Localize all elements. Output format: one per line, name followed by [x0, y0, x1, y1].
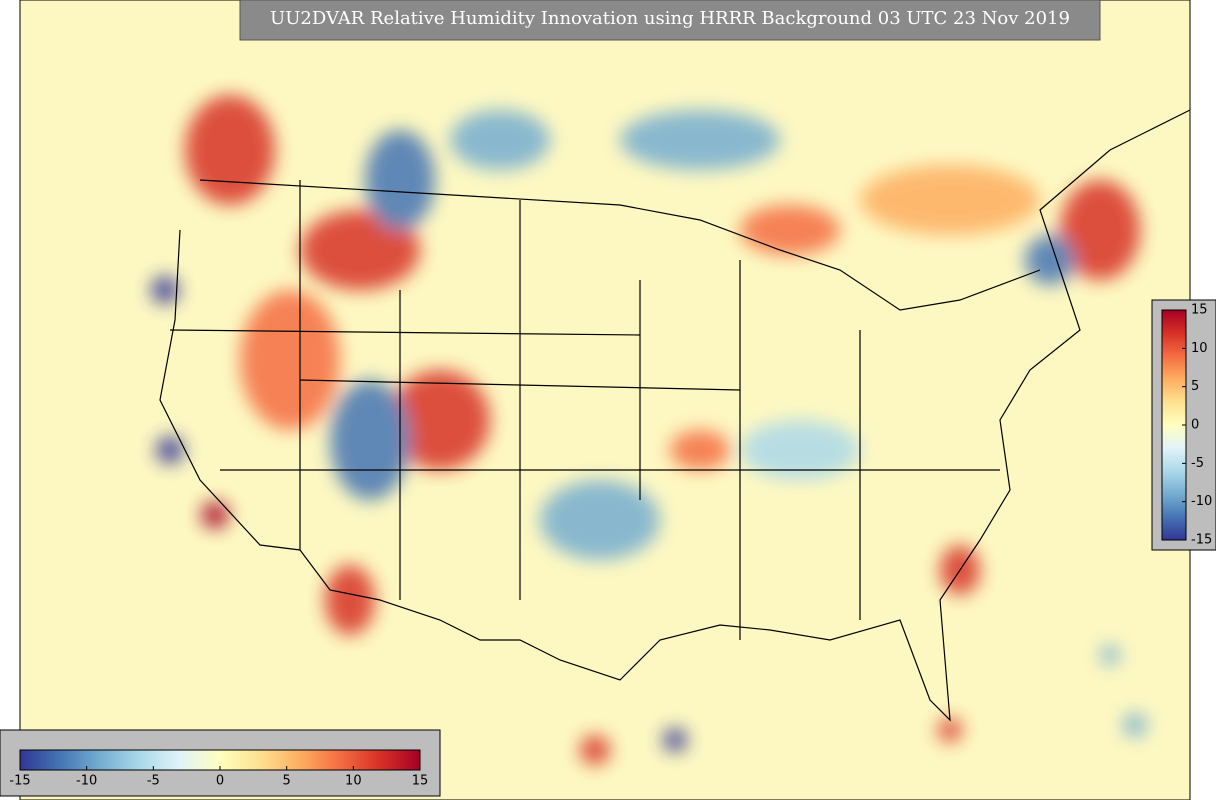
colorbar-tick-label: -15 [1191, 533, 1212, 548]
colorbar-tick-label: 0 [216, 774, 224, 789]
map-title: UU2DVAR Relative Humidity Innovation usi… [270, 8, 1070, 29]
colorbar-tick-label: -10 [1191, 494, 1212, 509]
colorbar-tick-label: 0 [1191, 418, 1199, 433]
colorbar-tick-label: 5 [283, 774, 291, 789]
colorbar-tick-label: -5 [1191, 456, 1204, 471]
boundaries [159, 109, 1190, 722]
colorbar-tick-label: 10 [1191, 341, 1208, 356]
colorbar-tick-label: 10 [345, 774, 362, 789]
colorbar-tick-label: 5 [1191, 379, 1199, 394]
colorbar-tick-label: -10 [76, 774, 97, 789]
colorbar-tick-label: 15 [412, 774, 429, 789]
humidity-field [151, 95, 1147, 765]
map-field [20, 0, 1190, 800]
colorbar-tick-label: 15 [1191, 303, 1208, 318]
colorbar-tick-label: -5 [147, 774, 160, 789]
colorbar-tick-label: -15 [9, 774, 30, 789]
title-box [239, 0, 1101, 41]
